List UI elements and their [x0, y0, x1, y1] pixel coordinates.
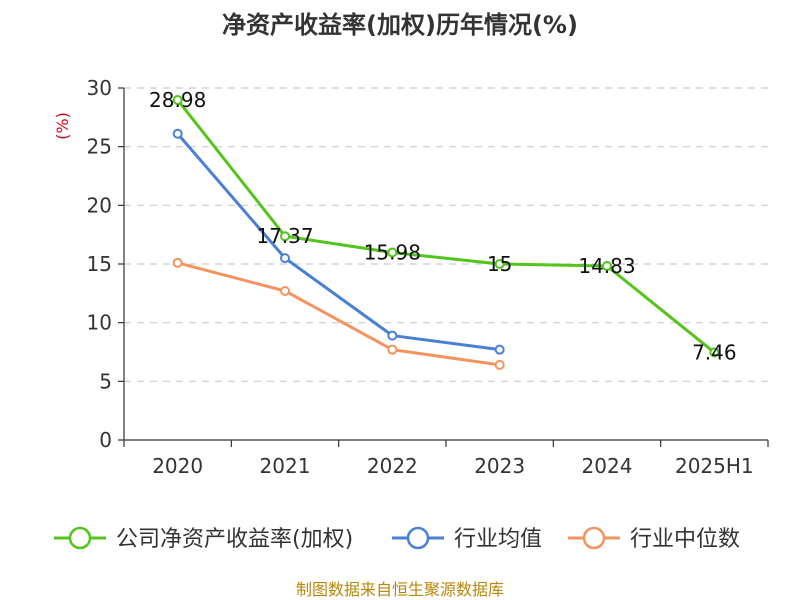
data-label: 14.83 — [578, 254, 635, 278]
data-point — [172, 94, 183, 105]
y-tick-label: 25 — [87, 135, 112, 159]
y-axis-unit-label: (%) — [53, 112, 72, 140]
data-point — [494, 344, 505, 355]
data-point — [280, 285, 290, 296]
y-tick-label: 15 — [87, 252, 112, 276]
legend-marker — [406, 526, 430, 550]
x-tick-label: 2021 — [260, 454, 311, 478]
data-point — [387, 247, 398, 258]
x-tick-label: 2023 — [474, 454, 525, 478]
legend-label: 公司净资产收益率(加权) — [116, 527, 353, 552]
x-axis-ticks: 2020 2021 2022 2023 2024 2025H1 — [152, 454, 753, 478]
series-layer — [172, 94, 720, 370]
series-line — [177, 261, 500, 367]
data-point — [387, 344, 398, 355]
data-point — [172, 128, 183, 139]
legend-marker — [582, 526, 606, 550]
legend: 公司净资产收益率(加权) 行业均值 行业中位数 — [54, 526, 740, 552]
data-point — [172, 257, 183, 268]
legend-label: 行业均值 — [454, 527, 542, 552]
x-tick-label: 2020 — [152, 454, 203, 478]
legend-marker — [68, 526, 92, 550]
y-axis-ticks: 0 5 10 15 20 25 30 — [87, 76, 112, 452]
series-line — [176, 99, 716, 354]
x-tick-label: 2024 — [582, 454, 633, 478]
chart-title: 净资产收益率(加权)历年情况(%) — [222, 11, 578, 39]
data-point — [602, 260, 612, 271]
axes — [118, 87, 769, 447]
y-tick-label: 10 — [87, 311, 112, 335]
data-label: 15.98 — [364, 241, 421, 265]
data-label: 17.37 — [256, 224, 313, 248]
y-tick-label: 5 — [99, 369, 112, 393]
source-note: 制图数据来自恒生聚源数据库 — [296, 580, 504, 599]
data-label: 28.98 — [149, 88, 206, 112]
grid-lines — [124, 87, 768, 382]
data-point — [494, 259, 505, 269]
y-tick-label: 20 — [87, 193, 112, 217]
data-point — [494, 359, 505, 370]
data-point — [387, 330, 398, 341]
data-label: 7.46 — [692, 340, 737, 364]
data-labels: 28.98 17.37 15.98 15 14.83 7.46 — [149, 88, 737, 365]
legend-label: 行业中位数 — [630, 527, 740, 552]
y-tick-label: 30 — [87, 76, 112, 100]
data-point — [709, 347, 720, 358]
x-tick-label: 2025H1 — [675, 454, 754, 478]
data-point — [280, 253, 290, 264]
data-point — [280, 231, 290, 242]
x-tick-label: 2022 — [367, 454, 418, 478]
y-tick-label: 0 — [99, 428, 112, 452]
series-line — [176, 132, 500, 352]
data-label: 15 — [487, 252, 512, 276]
